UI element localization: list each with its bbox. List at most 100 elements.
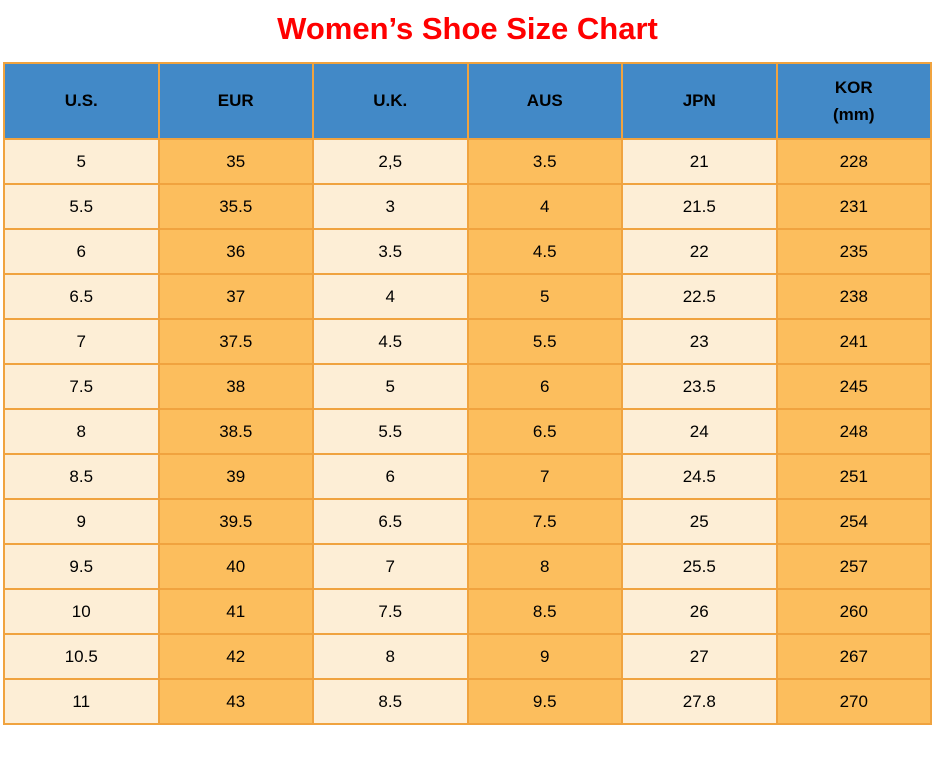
- table-row: 10.5 42 8 9 27 267: [3, 633, 932, 680]
- table-cell: 7.5: [3, 363, 160, 410]
- table-cell: 26: [621, 588, 778, 635]
- table-cell: 5.5: [466, 318, 623, 365]
- table-cell: 4: [466, 183, 623, 230]
- table-cell: 21.5: [621, 183, 778, 230]
- table-cell: 238: [775, 273, 932, 320]
- table-cell: 37.5: [157, 318, 314, 365]
- table-cell: 9.5: [3, 543, 160, 590]
- table-cell: 24.5: [621, 453, 778, 500]
- table-cell: 23.5: [621, 363, 778, 410]
- table-cell: 231: [775, 183, 932, 230]
- table-cell: 42: [157, 633, 314, 680]
- table-cell: 40: [157, 543, 314, 590]
- table-cell: 6.5: [3, 273, 160, 320]
- table-cell: 10: [3, 588, 160, 635]
- table-cell: 248: [775, 408, 932, 455]
- column-header-3: AUS: [466, 62, 623, 140]
- table-cell: 3.5: [312, 228, 469, 275]
- table-cell: 3: [312, 183, 469, 230]
- table-cell: 235: [775, 228, 932, 275]
- table-cell: 6: [3, 228, 160, 275]
- table-cell: 27.8: [621, 678, 778, 725]
- table-cell: 37: [157, 273, 314, 320]
- table-cell: 228: [775, 138, 932, 185]
- table-cell: 4: [312, 273, 469, 320]
- table-row: 9.5 40 7 8 25.5 257: [3, 543, 932, 590]
- table-row: 6 36 3.5 4.5 22 235: [3, 228, 932, 275]
- column-header-4: JPN: [621, 62, 778, 140]
- table-cell: 39.5: [157, 498, 314, 545]
- table-cell: 27: [621, 633, 778, 680]
- column-header-5: KOR (mm): [775, 62, 932, 140]
- table-cell: 7: [466, 453, 623, 500]
- table-cell: 241: [775, 318, 932, 365]
- table-cell: 260: [775, 588, 932, 635]
- table-cell: 5.5: [3, 183, 160, 230]
- table-cell: 8.5: [312, 678, 469, 725]
- table-cell: 5.5: [312, 408, 469, 455]
- table-cell: 38.5: [157, 408, 314, 455]
- table-cell: 2,5: [312, 138, 469, 185]
- table-cell: 21: [621, 138, 778, 185]
- column-header-0: U.S.: [3, 62, 160, 140]
- table-cell: 8.5: [3, 453, 160, 500]
- table-cell: 4.5: [466, 228, 623, 275]
- table-cell: 8: [466, 543, 623, 590]
- table-cell: 8: [3, 408, 160, 455]
- column-header-2: U.K.: [312, 62, 469, 140]
- table-cell: 254: [775, 498, 932, 545]
- table-cell: 8: [312, 633, 469, 680]
- table-cell: 22: [621, 228, 778, 275]
- table-cell: 5: [312, 363, 469, 410]
- table-cell: 6: [466, 363, 623, 410]
- table-cell: 10.5: [3, 633, 160, 680]
- table-cell: 43: [157, 678, 314, 725]
- table-cell: 7: [3, 318, 160, 365]
- table-row: 11 43 8.5 9.5 27.8 270: [3, 678, 932, 725]
- column-header-1: EUR: [157, 62, 314, 140]
- table-cell: 7.5: [312, 588, 469, 635]
- table-cell: 39: [157, 453, 314, 500]
- table-row: 7 37.5 4.5 5.5 23 241: [3, 318, 932, 365]
- table-cell: 9: [466, 633, 623, 680]
- table-row: 6.5 37 4 5 22.5 238: [3, 273, 932, 320]
- table-cell: 9.5: [466, 678, 623, 725]
- table-cell: 38: [157, 363, 314, 410]
- table-cell: 7: [312, 543, 469, 590]
- table-cell: 7.5: [466, 498, 623, 545]
- table-cell: 6.5: [312, 498, 469, 545]
- table-cell: 35.5: [157, 183, 314, 230]
- table-row: 10 41 7.5 8.5 26 260: [3, 588, 932, 635]
- table-cell: 22.5: [621, 273, 778, 320]
- table-cell: 6.5: [466, 408, 623, 455]
- table-cell: 41: [157, 588, 314, 635]
- table-cell: 36: [157, 228, 314, 275]
- table-header: U.S. EUR U.K. AUS JPN KOR (mm): [3, 62, 932, 140]
- table-row: 5 35 2,5 3.5 21 228: [3, 138, 932, 185]
- table-cell: 23: [621, 318, 778, 365]
- table-cell: 270: [775, 678, 932, 725]
- table-row: 5.5 35.5 3 4 21.5 231: [3, 183, 932, 230]
- table-cell: 257: [775, 543, 932, 590]
- table-cell: 11: [3, 678, 160, 725]
- shoe-size-table: U.S. EUR U.K. AUS JPN KOR (mm) 5 35 2,5 3.5 21 228…: [3, 62, 932, 725]
- table-cell: 25: [621, 498, 778, 545]
- table-cell: 6: [312, 453, 469, 500]
- table-cell: 25.5: [621, 543, 778, 590]
- table-cell: 251: [775, 453, 932, 500]
- table-row: 8.5 39 6 7 24.5 251: [3, 453, 932, 500]
- table-header-row: U.S. EUR U.K. AUS JPN KOR (mm): [3, 62, 932, 140]
- table-cell: 3.5: [466, 138, 623, 185]
- table-cell: 4.5: [312, 318, 469, 365]
- table-cell: 35: [157, 138, 314, 185]
- table-row: 8 38.5 5.5 6.5 24 248: [3, 408, 932, 455]
- table-cell: 5: [3, 138, 160, 185]
- table-cell: 9: [3, 498, 160, 545]
- page-title: Women’s Shoe Size Chart: [277, 11, 658, 46]
- table-row: 7.5 38 5 6 23.5 245: [3, 363, 932, 410]
- table-body: 5 35 2,5 3.5 21 228 5.5 35.5 3 4 21.5 231 6 36 3.5 4.5 2…: [3, 138, 932, 725]
- table-cell: 5: [466, 273, 623, 320]
- table-cell: 8.5: [466, 588, 623, 635]
- table-row: 9 39.5 6.5 7.5 25 254: [3, 498, 932, 545]
- table-cell: 24: [621, 408, 778, 455]
